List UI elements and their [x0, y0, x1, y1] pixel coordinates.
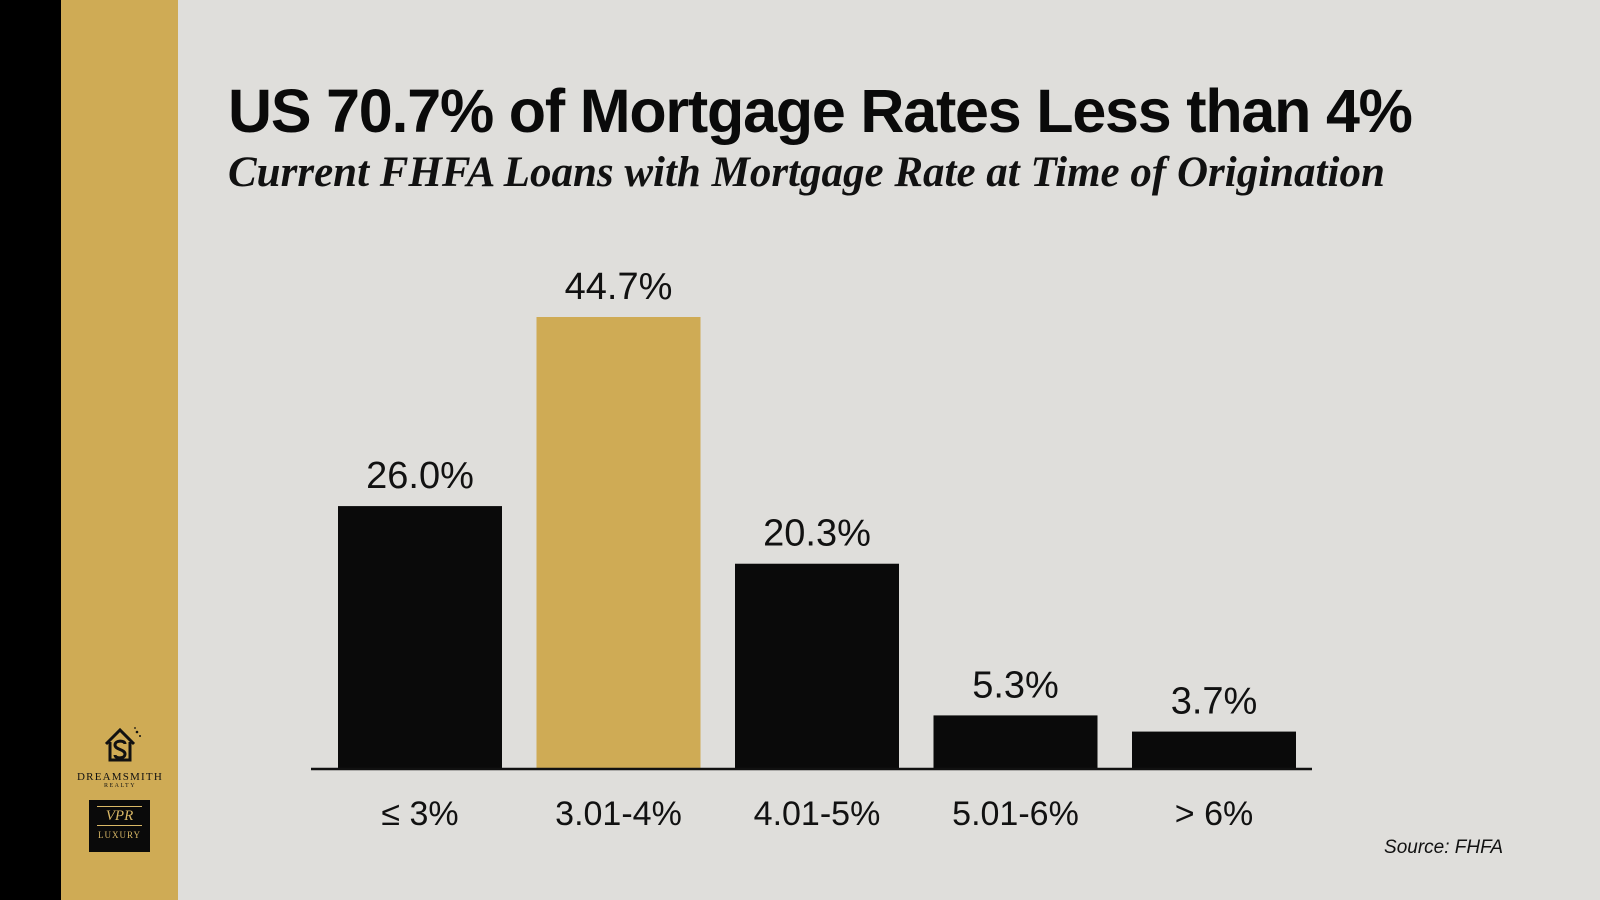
- data-label: 20.3%: [763, 513, 871, 555]
- chart-title: US 70.7% of Mortgage Rates Less than 4%: [228, 77, 1413, 145]
- bar: [933, 715, 1098, 769]
- dreamsmith-sub: REALTY: [103, 783, 137, 789]
- vpr-mark: VPR: [97, 806, 142, 826]
- dreamsmith-name: DREAMSMITH: [77, 771, 163, 783]
- bar: [338, 506, 502, 769]
- dreamsmith-logo: DREAMSMITH REALTY: [66, 722, 174, 789]
- data-label: 26.0%: [366, 455, 474, 497]
- category-label: 3.01-4%: [555, 795, 682, 833]
- category-label: 5.01-6%: [952, 795, 1079, 833]
- bar: [735, 563, 899, 769]
- category-label: > 6%: [1175, 795, 1253, 833]
- data-label: 5.3%: [972, 664, 1059, 706]
- house-icon: [104, 727, 141, 762]
- bar: [1132, 731, 1296, 769]
- left-black-stripe: [0, 0, 61, 900]
- bar: [536, 317, 701, 769]
- category-label: ≤ 3%: [381, 795, 458, 833]
- chart-subtitle: Current FHFA Loans with Mortgage Rate at…: [228, 149, 1385, 196]
- data-label: 3.7%: [1171, 681, 1258, 723]
- vpr-sub: LUXURY: [97, 830, 141, 840]
- source-note: Source: FHFA: [1384, 837, 1503, 858]
- category-label: 4.01-5%: [754, 795, 881, 833]
- vpr-logo: VPR LUXURY: [89, 800, 150, 852]
- data-label: 44.7%: [565, 266, 673, 308]
